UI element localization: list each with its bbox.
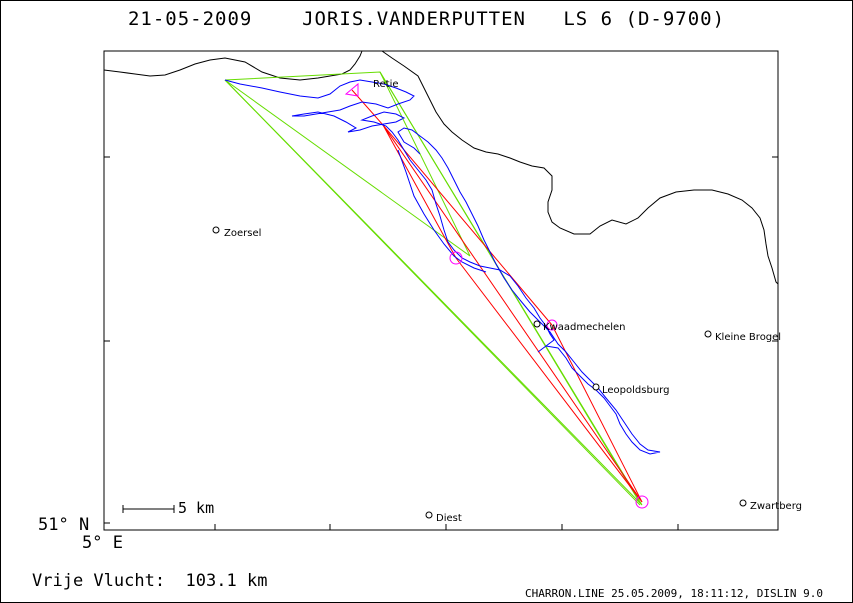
plot-area bbox=[103, 50, 779, 531]
place-label-kleine-brogel: Kleine Brogel bbox=[715, 332, 782, 343]
place-label-leopoldsburg: Leopoldsburg bbox=[602, 385, 670, 396]
place-markers bbox=[212, 226, 747, 519]
latitude-label: 51° N bbox=[38, 515, 90, 535]
country-border-east bbox=[381, 50, 779, 285]
flight-track bbox=[224, 79, 661, 455]
place-label-diest: Diest bbox=[436, 513, 462, 524]
sector-lines bbox=[224, 71, 643, 506]
longitude-label: 5° E bbox=[82, 533, 123, 553]
place-label-zwartberg: Zwartberg bbox=[750, 501, 802, 512]
place-marker-diest bbox=[425, 511, 433, 519]
distance-label: Vrije Vlucht: bbox=[32, 571, 166, 591]
flight-title: 21-05-2009 JORIS.VANDERPUTTEN LS 6 (D-97… bbox=[0, 8, 853, 30]
turnpoint-3 bbox=[635, 495, 649, 509]
scale-label: 5 km bbox=[178, 499, 215, 517]
flight-track-final-glide bbox=[397, 149, 487, 273]
country-border bbox=[103, 50, 363, 81]
glider-name: LS 6 (D-9700) bbox=[563, 8, 726, 30]
place-label-kwaadmechelen: Kwaadmechelen bbox=[543, 322, 626, 333]
software-info: CHARRON.LINE 25.05.2009, 18:11:12, DISLI… bbox=[524, 587, 823, 600]
place-marker-zoersel bbox=[212, 226, 220, 234]
turnpoint-markers bbox=[344, 82, 649, 509]
distance-summary: Vrije Vlucht: 103.1 km bbox=[32, 571, 267, 591]
place-marker-zwartberg bbox=[739, 499, 747, 507]
place-label-zoersel: Zoersel bbox=[224, 228, 262, 239]
pilot-name: JORIS.VANDERPUTTEN bbox=[302, 8, 526, 30]
turnpoint-1 bbox=[449, 251, 463, 265]
start-triangle bbox=[344, 82, 359, 97]
place-marker-kleine-brogel bbox=[704, 330, 712, 338]
flight-date: 21-05-2009 bbox=[127, 8, 253, 30]
scale-bar bbox=[122, 505, 175, 513]
distance-value: 103.1 km bbox=[185, 571, 268, 591]
turnpoint-2 bbox=[546, 319, 558, 331]
place-marker-leopoldsburg bbox=[592, 383, 600, 391]
place-marker-kwaadmechelen bbox=[533, 320, 541, 328]
place-label-retie: Retie bbox=[373, 79, 399, 90]
axis-ticks bbox=[104, 156, 778, 530]
task-lines bbox=[351, 89, 643, 503]
